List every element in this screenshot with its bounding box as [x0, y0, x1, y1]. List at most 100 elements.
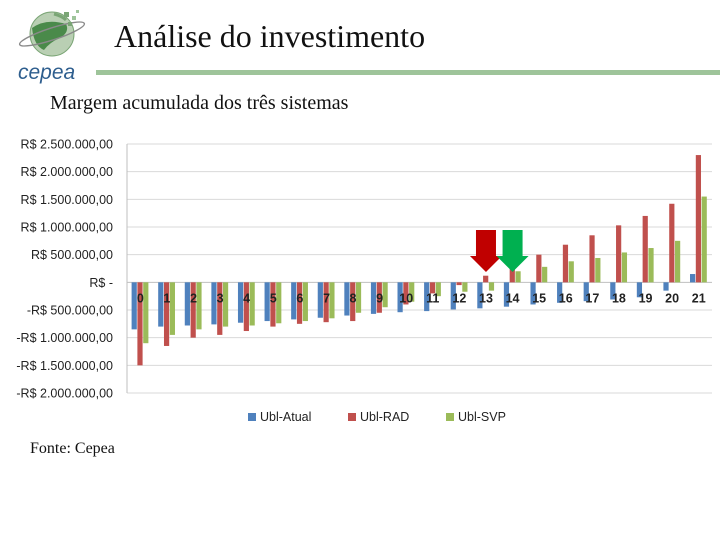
- x-tick-label: 8: [350, 291, 357, 305]
- bar-ubl-atual-9: [370, 282, 377, 314]
- bar-ubl-atual-4: [237, 282, 244, 323]
- bar-ubl-atual-21: [690, 274, 696, 283]
- bar-ubl-atual-19: [636, 282, 643, 298]
- y-tick-label: R$ 2.500.000,00: [21, 138, 113, 152]
- bar-ubl-rad-6: [296, 282, 303, 324]
- x-tick-label: 4: [243, 291, 250, 305]
- bar-ubl-atual-1: [158, 282, 164, 327]
- bar-ubl-atual-16: [557, 282, 563, 303]
- bar-ubl-rad-13: [483, 275, 489, 283]
- x-tick-label: 21: [692, 291, 706, 305]
- x-tick-label: 3: [217, 291, 224, 305]
- bar-ubl-svp-18: [621, 252, 628, 283]
- bar-ubl-svp-13: [488, 282, 495, 291]
- x-tick-label: 1: [163, 291, 170, 305]
- bar-ubl-svp-4: [249, 282, 255, 326]
- bar-ubl-atual-13: [477, 282, 483, 309]
- down-arrow-icon: [496, 230, 529, 272]
- bar-ubl-svp-7: [329, 282, 335, 319]
- bar-ubl-svp-9: [382, 282, 388, 308]
- chart-subtitle: Margem acumulada dos três sistemas: [50, 92, 349, 114]
- bar-ubl-rad-20: [669, 203, 675, 283]
- bar-ubl-rad-8: [350, 282, 356, 322]
- bar-ubl-svp-10: [409, 282, 415, 302]
- bar-ubl-atual-0: [131, 282, 137, 330]
- bar-ubl-rad-0: [137, 282, 143, 366]
- page-title: Análise do investimento: [114, 18, 426, 54]
- bar-ubl-rad-4: [243, 282, 249, 332]
- bar-ubl-rad-16: [562, 244, 569, 283]
- bar-ubl-rad-11: [429, 282, 436, 294]
- x-tick-label: 13: [479, 291, 493, 305]
- legend-swatch: [248, 413, 256, 421]
- bar-ubl-svp-15: [542, 266, 548, 283]
- bar-ubl-atual-6: [291, 282, 297, 320]
- bar-ubl-atual-14: [503, 282, 510, 307]
- bar-ubl-atual-17: [583, 282, 589, 302]
- y-tick-label: R$ 1.000.000,00: [21, 221, 113, 235]
- x-tick-label: 10: [399, 291, 413, 305]
- bar-ubl-rad-18: [616, 225, 622, 283]
- logo-text: cepea: [18, 61, 75, 84]
- x-tick-label: 0: [137, 291, 144, 305]
- bar-ubl-svp-14: [515, 271, 521, 283]
- bar-ubl-rad-3: [217, 282, 223, 335]
- x-tick-label: 6: [296, 291, 303, 305]
- legend-swatch: [348, 413, 356, 421]
- bar-ubl-svp-21: [701, 196, 707, 283]
- legend-label: Ubl-RAD: [360, 410, 409, 424]
- bar-ubl-atual-8: [344, 282, 350, 316]
- bar-ubl-rad-7: [323, 282, 329, 323]
- y-tick-label: -R$ 500.000,00: [27, 304, 113, 318]
- bar-ubl-rad-10: [403, 282, 409, 305]
- x-tick-label: 15: [532, 291, 546, 305]
- bar-ubl-atual-15: [530, 282, 536, 305]
- chart-canvas: R$ 2.500.000,00 R$ 2.000.000,00 R$ 1.500.0…: [16, 138, 712, 424]
- bar-ubl-atual-2: [184, 282, 190, 326]
- x-tick-label: 16: [559, 291, 573, 305]
- bar-ubl-svp-11: [435, 282, 441, 297]
- bar-ubl-svp-20: [675, 240, 681, 283]
- bar-ubl-atual-10: [397, 282, 403, 313]
- bar-ubl-atual-11: [424, 282, 430, 312]
- bar-ubl-rad-21: [695, 155, 702, 283]
- bar-ubl-rad-19: [642, 215, 648, 283]
- bar-ubl-svp-6: [302, 282, 308, 322]
- globe-icon: cepea: [18, 10, 86, 84]
- bar-ubl-svp-1: [169, 282, 175, 335]
- bar-ubl-atual-20: [663, 282, 669, 291]
- bar-ubl-rad-2: [190, 282, 196, 338]
- x-tick-label: 7: [323, 291, 330, 305]
- title-divider: [96, 70, 720, 75]
- source-note: Fonte: Cepea: [30, 440, 115, 457]
- bar-ubl-svp-12: [462, 282, 468, 292]
- x-tick-label: 20: [665, 291, 679, 305]
- y-tick-label: -R$ 1.500.000,00: [16, 359, 113, 373]
- bar-ubl-svp-0: [143, 282, 149, 344]
- bar-ubl-rad-15: [536, 254, 542, 283]
- bar-ubl-svp-16: [568, 261, 574, 283]
- y-tick-label: R$ 2.000.000,00: [21, 165, 113, 179]
- y-tick-label: -R$ 2.000.000,00: [16, 387, 113, 401]
- bar-ubl-svp-8: [355, 282, 362, 313]
- bar-ubl-svp-3: [222, 282, 229, 327]
- x-tick-label: 11: [426, 291, 439, 305]
- bar-ubl-rad-9: [376, 282, 382, 313]
- down-arrow-icon: [469, 230, 502, 272]
- bar-ubl-atual-7: [317, 282, 323, 318]
- bar-ubl-rad-5: [270, 282, 276, 327]
- bar-ubl-svp-5: [276, 282, 282, 324]
- bar-ubl-svp-2: [196, 282, 202, 330]
- y-tick-label: R$ 500.000,00: [31, 248, 113, 262]
- legend-swatch: [446, 413, 454, 421]
- bar-ubl-rad-17: [589, 235, 595, 283]
- bar-ubl-rad-12: [456, 282, 462, 286]
- x-tick-label: 14: [506, 291, 520, 305]
- x-tick-label: 2: [190, 291, 197, 305]
- bar-ubl-atual-18: [610, 282, 616, 300]
- x-tick-label: 5: [270, 291, 277, 305]
- y-tick-label: R$ 1.500.000,00: [21, 193, 113, 207]
- x-tick-label: 17: [585, 291, 599, 305]
- legend-label: Ubl-SVP: [458, 410, 506, 424]
- bar-ubl-atual-5: [264, 282, 270, 322]
